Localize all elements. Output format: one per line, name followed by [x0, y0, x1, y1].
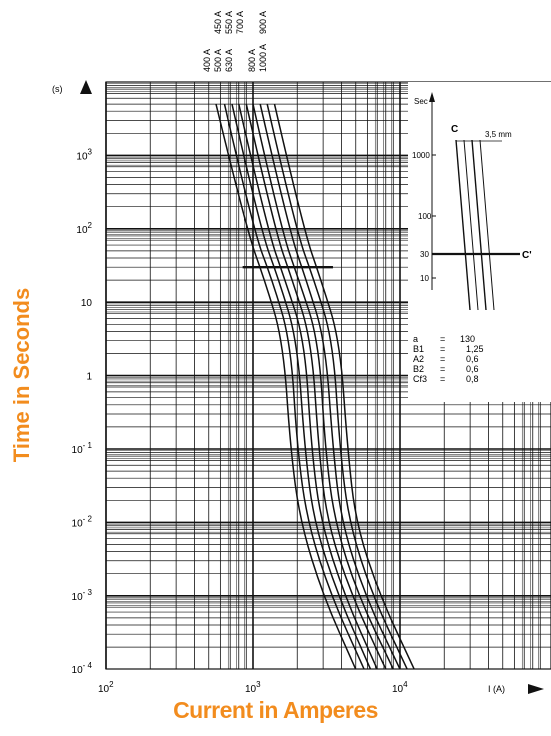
inset-curve-3 [471, 139, 487, 311]
inset-detail: Sec 1000 100 30 10 C C' 3,5 mm a = 130 B… [408, 82, 551, 402]
curve-630a [245, 103, 387, 670]
x-tick-exponent: 4 [403, 680, 408, 689]
y-tick-exponent: - 3 [83, 588, 93, 597]
series-label-450a: 450 A [213, 11, 223, 34]
series-label-900a: 900 A [258, 11, 268, 34]
x-axis-arrow [528, 684, 544, 694]
x-tick-label: 102 [98, 680, 114, 695]
inset-tick-30: 30 [420, 250, 429, 259]
inset-curve-2 [463, 139, 479, 311]
param-name-b1: B1 [413, 344, 424, 354]
plot-frame [105, 81, 551, 670]
y-axis-title-text: Time in Seconds [9, 288, 34, 462]
param-value-cf3: 0,8 [466, 374, 479, 384]
inset-y-arrow [429, 92, 435, 102]
param-name-b2: B2 [413, 364, 424, 374]
x-tick-label: 103 [245, 680, 261, 695]
series-label-500a: 500 A [213, 49, 223, 72]
param-name-cf3: Cf3 [413, 374, 427, 384]
y-tick-label: 10- 2 [72, 514, 93, 529]
param-value-a: 130 [460, 334, 475, 344]
series-label-550a: 550 A [224, 11, 234, 34]
y-tick-label: 10- 1 [72, 441, 93, 456]
x-axis-title: Current in Amperes [173, 697, 378, 723]
y-axis-title: Time in Seconds [6, 250, 36, 500]
curve-500a [231, 103, 372, 670]
param-name-a2: A2 [413, 354, 424, 364]
param-eq-b2: = [440, 364, 445, 374]
inset-dimension-label: 3,5 mm [485, 130, 512, 139]
y-tick-label: 102 [76, 221, 92, 236]
inset-label-c: C [451, 124, 458, 135]
param-value-b2: 0,6 [466, 364, 479, 374]
y-axis-arrow [80, 80, 92, 94]
param-eq-cf3: = [440, 374, 445, 384]
x-tick-exponent: 3 [256, 680, 261, 689]
x-unit-label: I (A) [488, 684, 505, 694]
x-tick-label: 104 [392, 680, 408, 695]
curves [215, 103, 415, 670]
curve-1000a [273, 103, 415, 670]
curve-400a [215, 103, 357, 670]
y-tick-exponent: - 1 [83, 441, 93, 450]
y-axis-title-svg: Time in Seconds [9, 288, 34, 462]
inset-tick-10: 10 [420, 274, 429, 283]
inset-curve-1 [455, 139, 471, 311]
inset-tick-100: 100 [418, 212, 432, 221]
y-tick-label: 103 [76, 147, 92, 162]
curve-450a [223, 103, 365, 670]
y-tick-exponent: 2 [88, 221, 93, 230]
y-tick-label: 10- 3 [72, 588, 93, 603]
param-eq-a: = [440, 334, 445, 344]
param-value-a2: 0,6 [466, 354, 479, 364]
inset-background [408, 82, 551, 402]
inset-y-axis-label: Sec [414, 97, 428, 106]
series-label-700a: 700 A [235, 11, 245, 34]
curve-900a [266, 103, 408, 670]
series-label-1000a: 1000 A [258, 44, 268, 72]
param-value-b1: 1,25 [466, 344, 484, 354]
x-tick-exponent: 2 [109, 680, 114, 689]
param-name-a: a [413, 334, 418, 344]
y-tick-label: 10 [81, 298, 93, 309]
y-tick-label: 10- 4 [72, 661, 93, 676]
y-unit-label: (s) [52, 84, 63, 94]
inset-tick-1000: 1000 [412, 151, 430, 160]
param-eq-b1: = [440, 344, 445, 354]
curve-700a [252, 103, 394, 670]
y-tick-exponent: - 4 [83, 661, 93, 670]
series-label-400a: 400 A [202, 49, 212, 72]
inset-curve-4 [479, 139, 495, 311]
curve-550a [238, 103, 378, 670]
grid [105, 81, 551, 670]
series-label-630a: 630 A [224, 49, 234, 72]
series-label-800a: 800 A [247, 49, 257, 72]
y-tick-label: 1 [86, 372, 92, 383]
param-eq-a2: = [440, 354, 445, 364]
curve-800a [259, 103, 401, 670]
y-tick-exponent: 3 [88, 147, 93, 156]
inset-label-c-prime: C' [522, 250, 532, 261]
y-tick-exponent: - 2 [83, 514, 93, 523]
